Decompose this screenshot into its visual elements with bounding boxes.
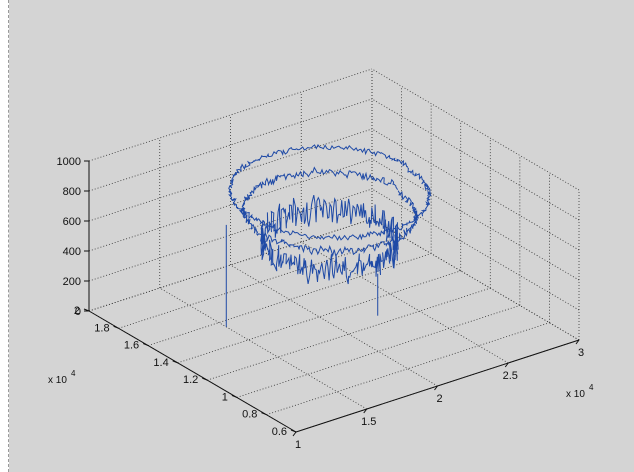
- floor-grid-line: [301, 241, 509, 364]
- z-tick-label: 200: [63, 276, 81, 288]
- svg-text:4: 4: [71, 369, 76, 378]
- floor-grid-line: [177, 270, 461, 364]
- y-tick-mark: [231, 394, 238, 398]
- y-tick-mark: [290, 429, 297, 433]
- floor-grid-line: [118, 235, 402, 329]
- y-axis-multiplier: x 10 4: [48, 369, 76, 386]
- right-wall-grid-line: [371, 188, 580, 311]
- z-tick-label: 800: [63, 186, 81, 198]
- data-layer: [225, 143, 432, 327]
- svg-text:x 10: x 10: [566, 389, 585, 400]
- x-tick-mark: [434, 385, 438, 391]
- right-wall-grid-line: [371, 128, 580, 251]
- right-wall-grid-line: [371, 158, 580, 281]
- y-tick-mark: [113, 325, 119, 329]
- x-tick-label: 2: [436, 393, 442, 405]
- right-wall-grid-line: [371, 218, 580, 341]
- y-tick-label: 1.2: [183, 374, 198, 386]
- y-tick-mark: [261, 412, 267, 416]
- y-tick-label: 1: [222, 391, 228, 403]
- x-tick-mark: [363, 408, 368, 414]
- floor-grid-line: [236, 305, 520, 398]
- y-tick-label: 2: [74, 305, 80, 317]
- right-wall-grid-line: [371, 68, 580, 191]
- figure-panel: 1 1.5 2 2.5 3 0.6 0.8 1 1.2 1.4 1.6 1.8 2 0 200 400 600 8…: [9, 0, 634, 472]
- y-axis-line: [88, 310, 297, 433]
- z-tick-label: 400: [63, 246, 81, 258]
- window-left-edge: [0, 0, 9, 472]
- z-tick-label: 1000: [57, 156, 81, 168]
- data-curve-3: [260, 194, 399, 285]
- x-tick-label: 1.5: [361, 416, 376, 428]
- y-tick-mark: [142, 343, 149, 347]
- y-tick-label: 1.6: [124, 340, 139, 352]
- svg-text:x 10: x 10: [48, 375, 67, 386]
- y-tick-mark: [202, 377, 208, 381]
- y-tick-label: 0.6: [272, 426, 287, 438]
- x-tick-mark: [504, 362, 509, 368]
- svg-text:4: 4: [589, 383, 594, 392]
- floor-grid-line: [159, 287, 367, 410]
- tick-label-layer: 11.522.530.60.811.21.41.61.8202004006008…: [57, 156, 585, 451]
- 3d-line-plot: 11.522.530.60.811.21.41.61.8202004006008…: [48, 68, 594, 451]
- floor-grid-line: [230, 264, 438, 387]
- x-tick-label: 3: [578, 347, 584, 359]
- z-tick-label: 0: [75, 306, 81, 318]
- y-tick-label: 1.4: [153, 357, 168, 369]
- x-tick-label: 1: [295, 439, 301, 451]
- x-tick-mark: [292, 431, 297, 437]
- floor-grid-line: [207, 287, 491, 381]
- y-tick-label: 0.8: [242, 409, 257, 421]
- z-tick-label: 600: [63, 216, 81, 228]
- x-axis-multiplier: x 10 4: [566, 383, 594, 400]
- data-curve-1: [228, 143, 432, 241]
- x-tick-mark: [575, 339, 580, 345]
- y-tick-mark: [172, 360, 178, 364]
- right-wall-grid-line: [371, 98, 580, 221]
- y-tick-label: 1.8: [94, 322, 109, 334]
- x-tick-label: 2.5: [503, 370, 518, 382]
- grid-layer: [83, 68, 580, 437]
